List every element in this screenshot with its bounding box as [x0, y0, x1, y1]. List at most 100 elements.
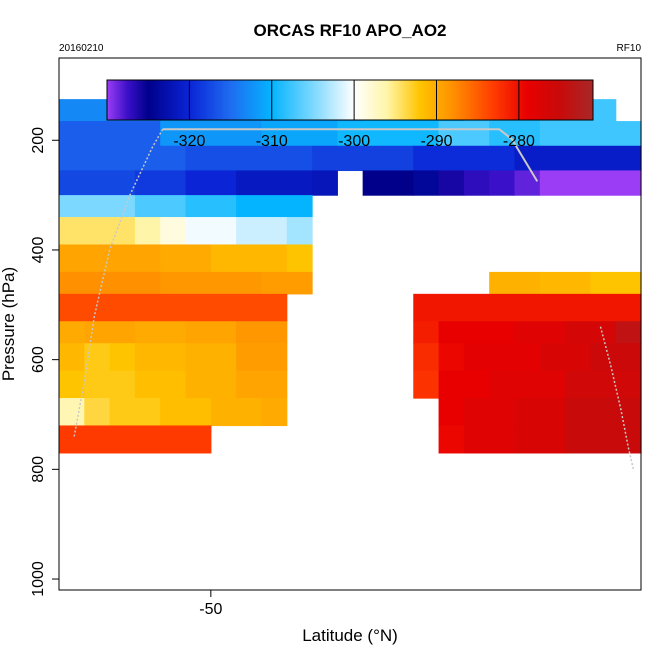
y-tick-label-3: 800 [30, 456, 47, 483]
heatmap-cell-r10-c3 [134, 343, 187, 372]
heatmap-cell-r11-c3 [185, 370, 237, 399]
colorbar-tick-label-3: -290 [420, 133, 452, 150]
heatmap-cell-r13-c2 [463, 425, 516, 454]
flight-track-descent-left [73, 128, 164, 437]
heatmap-cell-r11-c2 [134, 370, 187, 399]
colorbar-tick-label-0: -320 [173, 133, 205, 150]
heatmap-cell-r9-c9 [615, 321, 642, 344]
heatmap-cell-r11-c5 [413, 370, 440, 399]
heatmap-cell-r9-c0 [59, 321, 85, 344]
heatmap-cell-r1-c1 [160, 121, 263, 147]
heatmap-cell-r9-c5 [413, 321, 440, 344]
heatmap-cell-r2-c1 [185, 145, 313, 172]
heatmap-cell-r4-c1 [134, 195, 187, 218]
heatmap-cell-r13-c0 [59, 425, 212, 454]
heatmap-cell-r6-c1 [160, 244, 212, 273]
colorbar-ticks: -320 -310 -300 -290 -280 [173, 80, 535, 150]
heatmap-cell-r3-c11 [539, 170, 642, 196]
colorbar-tick-label-2: -300 [338, 133, 370, 150]
heatmap-cell-r12-c3 [160, 398, 212, 427]
heatmap-cell-r9-c2 [134, 321, 187, 344]
y-tick-label-4: 1000 [30, 561, 47, 597]
heatmap-cell-r10-c2 [109, 343, 136, 372]
heatmap-cell-r7-c2 [261, 271, 313, 295]
heatmap-cell-r1-c2 [261, 121, 338, 147]
heatmap-cell-r9-c8 [565, 321, 617, 344]
heatmap-cell-r4-c0 [59, 195, 136, 218]
heatmap-cell-r12-c9 [565, 398, 642, 427]
heatmap-cell-r3-c3 [236, 170, 313, 196]
heatmap-cell-r9-c6 [438, 321, 516, 344]
heatmap-cell-r10-c10 [590, 343, 642, 372]
heatmap-cell-r3-c5 [362, 170, 414, 196]
heatmap-cell-r12-c0 [59, 398, 85, 427]
heatmap-cell-r12-c6 [438, 398, 465, 427]
heatmap-cell-r9-c3 [185, 321, 237, 344]
heatmap-cell-r7-c0 [59, 271, 161, 295]
heatmap-cell-r5-c5 [286, 217, 313, 246]
heatmap-cells [59, 99, 642, 454]
heatmap-cell-r4-c3 [236, 195, 313, 218]
y-tick-label-2: 600 [30, 346, 47, 373]
heatmap-cell-r10-c7 [438, 343, 465, 372]
x-tick-label-0: -50 [199, 601, 222, 618]
chart-title: ORCAS RF10 APO_AO2 [253, 21, 446, 40]
heatmap-cell-r3-c2 [185, 170, 237, 196]
colorbar-tick-label-1: -310 [256, 133, 288, 150]
heatmap-cell-r2-c2 [312, 145, 414, 172]
heatmap-cell-r10-c9 [539, 343, 591, 372]
date-label: 20160210 [59, 43, 104, 54]
heatmap-cell-r5-c0 [59, 217, 136, 246]
heatmap-cell-r6-c3 [286, 244, 313, 273]
heatmap-cell-r1-c3 [337, 121, 440, 147]
heatmap-cell-r13-c3 [514, 425, 566, 454]
heatmap-cell-r5-c1 [134, 217, 161, 246]
heatmap-cell-r3-c9 [489, 170, 516, 196]
x-axis-label: Latitude (°N) [302, 626, 398, 645]
heatmap-cell-r1-c6 [539, 121, 642, 147]
heatmap-cell-r7-c4 [539, 271, 591, 295]
heatmap-cell-r3-c10 [514, 170, 541, 196]
heatmap-cell-r11-c6 [438, 370, 490, 399]
heatmap-cell-r6-c2 [210, 244, 288, 273]
heatmap-cell-r12-c2 [109, 398, 161, 427]
colorbar-frame [106, 79, 594, 121]
heatmap-cell-r5-c4 [236, 217, 288, 246]
heatmap-cell-r7-c1 [160, 271, 263, 295]
heatmap-cell-r11-c0 [59, 370, 85, 399]
heatmap-cell-r11-c7 [489, 370, 566, 399]
heatmap-cell-r10-c0 [59, 343, 85, 372]
heatmap-cell-r2-c0 [59, 145, 187, 172]
heatmap-cell-r8-c0 [59, 293, 288, 322]
heatmap-cell-r12-c7 [463, 398, 516, 427]
heatmap-cell-r7-c5 [590, 271, 642, 295]
y-tick-label-1: 400 [30, 237, 47, 264]
heatmap-cell-r10-c5 [236, 343, 288, 372]
heatmap-cell-r11-c8 [565, 370, 642, 399]
y-axis: 200 400 600 800 1000 [30, 127, 59, 597]
heatmap-cell-r1-c4 [438, 121, 490, 147]
heatmap-cell-r3-c0 [59, 170, 136, 196]
heatmap-cell-r13-c1 [438, 425, 465, 454]
heatmap-cell-r9-c4 [236, 321, 288, 344]
heatmap-cell-r11-c4 [236, 370, 288, 399]
flight-track-upper [162, 128, 539, 182]
heatmap-cell-r3-c8 [463, 170, 490, 196]
heatmap-cell-r12-c4 [210, 398, 263, 427]
heatmap-cell-r7-c3 [489, 271, 541, 295]
heatmap-cell-r1-c0 [59, 121, 161, 147]
y-axis-label: Pressure (hPa) [0, 267, 18, 381]
heatmap-cell-r10-c6 [413, 343, 440, 372]
heatmap-cell-r9-c1 [84, 321, 136, 344]
plot-frame [58, 57, 642, 591]
heatmap-cell-r11-c1 [84, 370, 136, 399]
heatmap-cell-r12-c8 [514, 398, 566, 427]
heatmap-cell-r3-c1 [134, 170, 187, 196]
heatmap-cell-r9-c7 [514, 321, 566, 344]
heatmap-cell-r5-c3 [185, 217, 237, 246]
heatmap-cell-r2-c4 [514, 145, 642, 172]
heatmap-cell-r6-c0 [59, 244, 161, 273]
flight-label: RF10 [617, 43, 642, 54]
heatmap-cell-r10-c8 [463, 343, 541, 372]
